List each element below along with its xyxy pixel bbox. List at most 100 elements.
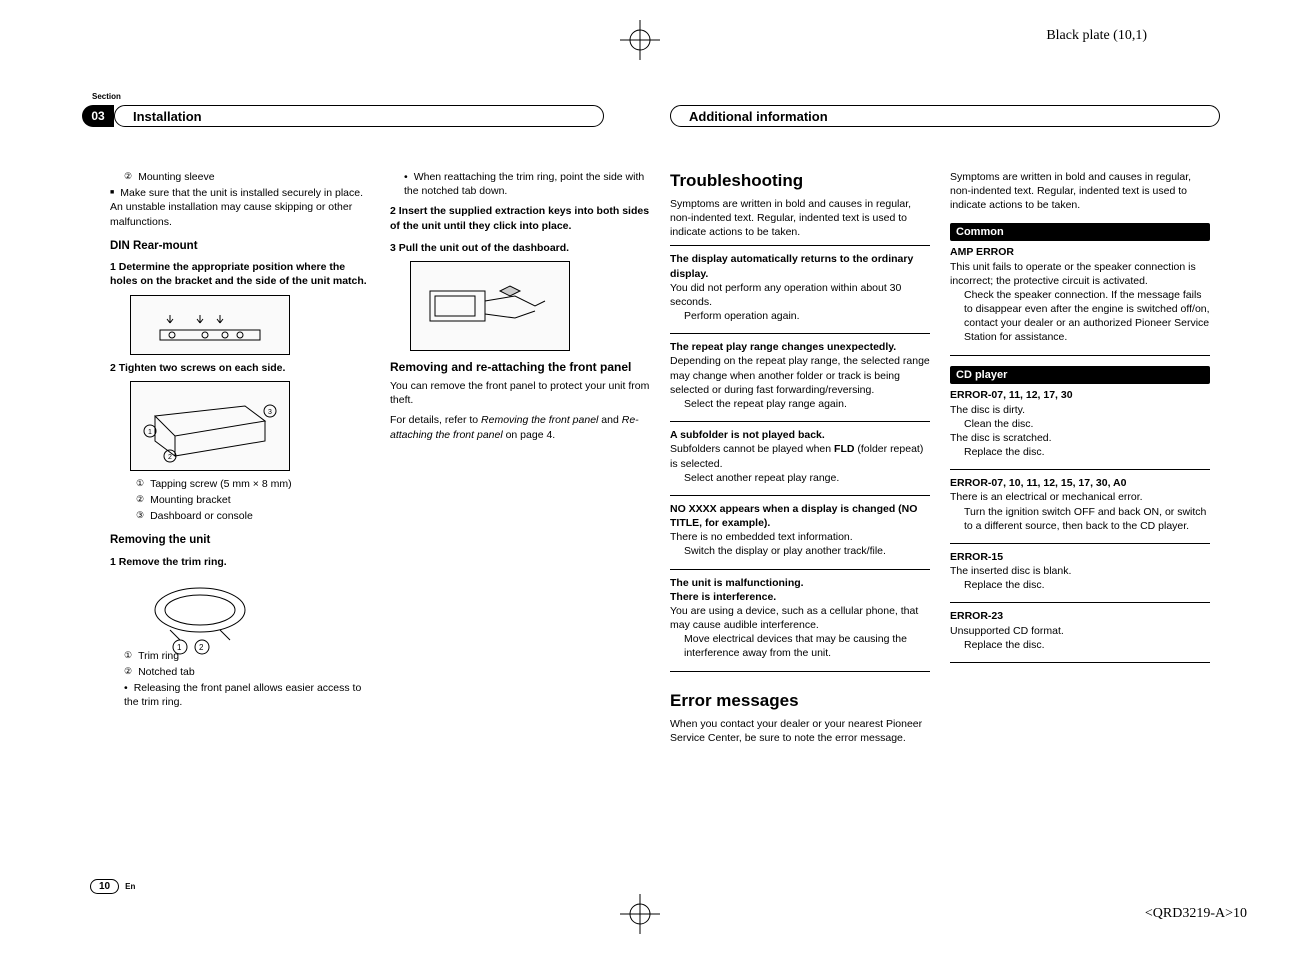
panel-text-1: You can remove the front panel to protec… <box>390 379 650 407</box>
divider <box>950 355 1210 356</box>
divider <box>670 245 930 246</box>
section-bar-common: Common <box>950 223 1210 242</box>
cause: You did not perform any operation within… <box>670 281 930 309</box>
symptom: ERROR-15 <box>950 550 1210 564</box>
column-4: Symptoms are written in bold and causes … <box>950 170 1210 751</box>
chapter-header-additional: Additional information <box>670 105 1220 127</box>
trim-note: Releasing the front panel allows easier … <box>110 681 370 709</box>
action: Check the speaker connection. If the mes… <box>950 288 1210 345</box>
legend-num: ② <box>136 493 144 507</box>
heading-troubleshooting: Troubleshooting <box>670 170 930 193</box>
cause: The inserted disc is blank. <box>950 564 1210 578</box>
page-number-badge: 10 En <box>90 879 135 894</box>
divider <box>950 469 1210 470</box>
symptom: The display automatically returns to the… <box>670 252 930 280</box>
action: Replace the disc. <box>950 578 1210 592</box>
figure-pull-unit <box>410 261 570 351</box>
step-pull-unit: 3 Pull the unit out of the dashboard. <box>390 241 650 255</box>
step-1: 1 Determine the appropriate position whe… <box>110 260 370 288</box>
divider <box>950 662 1210 663</box>
t: and <box>598 414 621 426</box>
ref-link: Removing the front panel <box>481 414 598 426</box>
plate-label: Black plate (10,1) <box>1046 28 1147 44</box>
action: Replace the disc. <box>950 638 1210 652</box>
divider <box>670 333 930 334</box>
divider <box>950 602 1210 603</box>
page-number: 10 <box>90 879 119 894</box>
troubleshoot-item: The display automatically returns to the… <box>670 252 930 323</box>
divider <box>670 569 930 570</box>
figure-bracket-holes <box>130 295 290 355</box>
action: Move electrical devices that may be caus… <box>670 632 930 660</box>
divider <box>670 421 930 422</box>
legend-num: ① <box>124 649 132 663</box>
heading-removing-unit: Removing the unit <box>110 533 370 549</box>
symptom: A subfolder is not played back. <box>670 428 930 442</box>
divider <box>670 495 930 496</box>
legend-text: Tapping screw (5 mm × 8 mm) <box>150 477 292 491</box>
section-label: Section <box>92 92 121 101</box>
error-item: ERROR-07, 11, 12, 17, 30 The disc is dir… <box>950 388 1210 459</box>
legend-num: ③ <box>136 509 144 523</box>
error-item: ERROR-23 Unsupported CD format. Replace … <box>950 609 1210 652</box>
panel-text-2: For details, refer to Removing the front… <box>390 413 650 441</box>
cause: Depending on the repeat play range, the … <box>670 354 930 397</box>
step-insert-keys: 2 Insert the supplied extraction keys in… <box>390 204 650 232</box>
heading-error-messages: Error messages <box>670 690 930 713</box>
troubleshoot-item: The unit is malfunctioning. There is int… <box>670 576 930 661</box>
legend-text: Mounting bracket <box>150 493 231 507</box>
cause: Unsupported CD format. <box>950 624 1210 638</box>
cause: You are using a device, such as a cellul… <box>670 604 930 632</box>
error-item: ERROR-15 The inserted disc is blank. Rep… <box>950 550 1210 593</box>
cause: The disc is scratched. <box>950 431 1210 445</box>
section-number-badge: 03 <box>82 105 114 127</box>
symptom: AMP ERROR <box>950 245 1210 259</box>
symptom: ERROR-07, 10, 11, 12, 15, 17, 30, A0 <box>950 476 1210 490</box>
cause: There is an electrical or mechanical err… <box>950 490 1210 504</box>
chapter-header-installation: Installation <box>114 105 604 127</box>
error-intro: When you contact your dealer or your nea… <box>670 717 930 745</box>
action: Perform operation again. <box>670 309 930 323</box>
troubleshoot-item: A subfolder is not played back. Subfolde… <box>670 428 930 485</box>
svg-text:2: 2 <box>199 643 204 652</box>
column-2: When reattaching the trim ring, point th… <box>390 170 650 751</box>
divider <box>670 671 930 672</box>
t: on page 4. <box>503 429 556 441</box>
svg-text:3: 3 <box>268 409 272 416</box>
footer-code: <QRD3219-A>10 <box>1145 906 1247 922</box>
warning-text: Make sure that the unit is installed sec… <box>110 186 370 229</box>
legend-text: Trim ring <box>138 649 179 663</box>
page-content: ② Mounting sleeve Make sure that the unit… <box>110 170 1220 751</box>
symptom: The repeat play range changes unexpected… <box>670 340 930 354</box>
action: Turn the ignition switch OFF and back ON… <box>950 505 1210 533</box>
error-item: AMP ERROR This unit fails to operate or … <box>950 245 1210 344</box>
crop-mark-bottom <box>620 894 660 934</box>
troubleshoot-intro: Symptoms are written in bold and causes … <box>670 197 930 240</box>
cause: There is no embedded text information. <box>670 530 930 544</box>
svg-text:2: 2 <box>168 454 172 461</box>
heading-din-rear-mount: DIN Rear-mount <box>110 239 370 255</box>
crop-mark-top <box>620 20 660 60</box>
heading-front-panel: Removing and re-attaching the front pane… <box>390 359 650 375</box>
divider <box>950 543 1210 544</box>
t: FLD <box>834 443 854 455</box>
reattach-note: When reattaching the trim ring, point th… <box>390 170 650 198</box>
legend-text: Mounting sleeve <box>138 170 214 184</box>
action: Switch the display or play another track… <box>670 544 930 558</box>
t: Subfolders cannot be played when <box>670 443 834 455</box>
action: Clean the disc. <box>950 417 1210 431</box>
cause: Subfolders cannot be played when FLD (fo… <box>670 442 930 470</box>
symptom: ERROR-07, 11, 12, 17, 30 <box>950 388 1210 402</box>
column-1: ② Mounting sleeve Make sure that the unit… <box>110 170 370 751</box>
symptom: The unit is malfunctioning. <box>670 576 930 590</box>
t: For details, refer to <box>390 414 481 426</box>
svg-text:1: 1 <box>148 429 152 436</box>
column-3: Troubleshooting Symptoms are written in … <box>670 170 930 751</box>
legend-num: ② <box>124 170 132 184</box>
page-lang: En <box>125 882 135 891</box>
step-remove-trim: 1 Remove the trim ring. <box>110 555 370 569</box>
legend-text: Notched tab <box>138 665 195 679</box>
section-bar-cd-player: CD player <box>950 366 1210 385</box>
troubleshoot-item: NO XXXX appears when a display is change… <box>670 502 930 559</box>
action: Replace the disc. <box>950 445 1210 459</box>
